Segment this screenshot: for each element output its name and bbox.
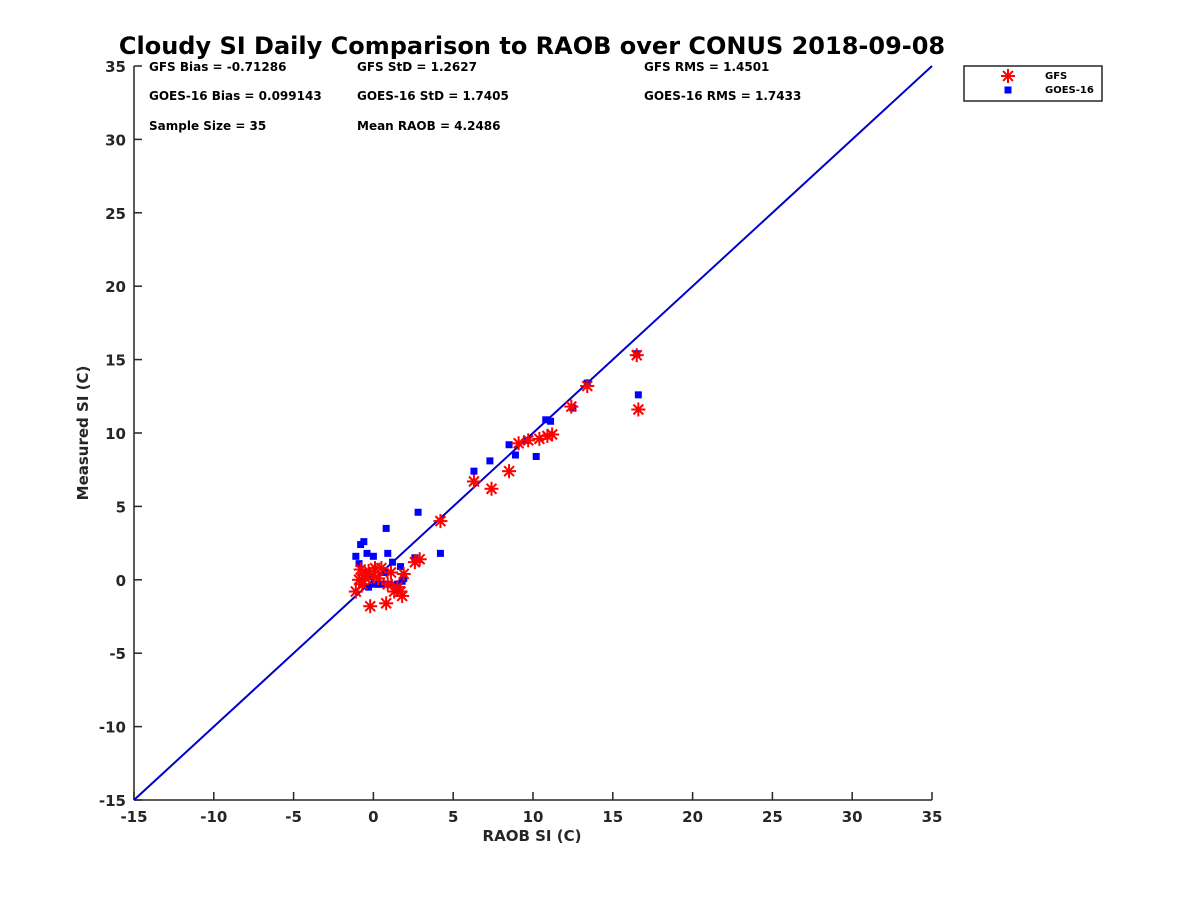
x-tick-label: 30 bbox=[842, 808, 863, 826]
stat-goes-std: GOES-16 StD = 1.7405 bbox=[357, 89, 509, 103]
legend: GFS GOES-16 bbox=[963, 65, 1103, 102]
data-point-goes-16 bbox=[397, 563, 405, 571]
x-ticks: -15 -10 -5 0 5 10 15 20 25 30 35 bbox=[120, 792, 942, 826]
data-point-goes-16 bbox=[389, 558, 397, 566]
stat-mean-raob: Mean RAOB = 4.2486 bbox=[357, 119, 501, 133]
x-tick-label: 15 bbox=[602, 808, 623, 826]
data-point-gfs bbox=[433, 514, 448, 529]
data-point-gfs bbox=[564, 399, 579, 414]
data-point-goes-16 bbox=[384, 549, 392, 557]
data-point-goes-16 bbox=[436, 549, 444, 557]
data-point-goes-16 bbox=[505, 441, 513, 449]
x-tick-label: -15 bbox=[120, 808, 147, 826]
series-layer bbox=[348, 348, 646, 614]
chart-title: Cloudy SI Daily Comparison to RAOB over … bbox=[119, 32, 945, 60]
data-point-gfs bbox=[412, 552, 427, 567]
data-point-goes-16 bbox=[369, 552, 377, 560]
y-tick-label: 30 bbox=[105, 131, 126, 149]
stat-goes-rms: GOES-16 RMS = 1.7433 bbox=[644, 89, 801, 103]
data-point-gfs bbox=[484, 481, 499, 496]
data-point-gfs bbox=[363, 599, 378, 614]
data-point-goes-16 bbox=[470, 467, 478, 475]
legend-label-goes-16: GOES-16 bbox=[1045, 85, 1094, 96]
x-tick-label: 35 bbox=[922, 808, 943, 826]
data-point-gfs bbox=[511, 436, 526, 451]
y-tick-label: 20 bbox=[105, 278, 126, 296]
data-point-gfs bbox=[366, 568, 381, 583]
data-point-goes-16 bbox=[365, 583, 373, 591]
x-tick-label: 10 bbox=[523, 808, 544, 826]
data-point-gfs bbox=[383, 565, 398, 580]
data-point-gfs bbox=[502, 464, 517, 479]
x-axis-label: RAOB SI (C) bbox=[483, 827, 582, 845]
data-point-gfs bbox=[629, 348, 644, 363]
stat-gfs-bias: GFS Bias = -0.71286 bbox=[149, 60, 286, 74]
data-point-gfs bbox=[380, 577, 395, 592]
data-point-gfs bbox=[521, 433, 536, 448]
data-point-goes-16 bbox=[486, 457, 494, 465]
data-point-gfs bbox=[379, 596, 394, 611]
y-tick-label: -10 bbox=[99, 719, 126, 737]
reference-line-y-equals-x bbox=[133, 65, 933, 801]
legend-label-gfs: GFS bbox=[1045, 71, 1067, 82]
x-tick-label: 25 bbox=[762, 808, 783, 826]
data-point-gfs bbox=[466, 474, 481, 489]
y-tick-label: 25 bbox=[105, 205, 126, 223]
x-tick-label: 0 bbox=[368, 808, 378, 826]
y-ticks: -15 -10 -5 0 5 10 15 20 25 30 35 bbox=[99, 58, 142, 810]
data-point-goes-16 bbox=[366, 573, 374, 581]
legend-square bbox=[1004, 86, 1012, 94]
data-point-gfs bbox=[396, 566, 411, 581]
stat-gfs-rms: GFS RMS = 1.4501 bbox=[644, 60, 769, 74]
stats-panel: GFS Bias = -0.71286 GFS StD = 1.2627 GFS… bbox=[149, 60, 801, 133]
x-tick-label: -10 bbox=[200, 808, 227, 826]
y-tick-label: 5 bbox=[116, 498, 126, 516]
data-point-goes-16 bbox=[532, 452, 540, 460]
y-tick-label: -5 bbox=[109, 645, 126, 663]
stat-sample-size: Sample Size = 35 bbox=[149, 119, 266, 133]
series-goes-16 bbox=[352, 350, 642, 591]
data-point-goes-16 bbox=[355, 560, 363, 568]
data-point-goes-16 bbox=[360, 538, 368, 546]
plot-area: -15 -10 -5 0 5 10 15 20 25 30 35 -15 -10 -5 0 5 10 15 20 2… bbox=[99, 58, 943, 826]
data-point-goes-16 bbox=[542, 416, 550, 424]
data-point-gfs bbox=[395, 588, 410, 603]
data-point-gfs bbox=[545, 427, 560, 442]
legend-asterisk bbox=[1001, 69, 1015, 83]
data-point-goes-16 bbox=[511, 451, 519, 459]
data-point-goes-16 bbox=[414, 508, 422, 516]
x-tick-label: 5 bbox=[448, 808, 458, 826]
series-gfs bbox=[348, 348, 646, 614]
legend-marker-goes-16 bbox=[1004, 86, 1012, 94]
legend-box bbox=[963, 65, 1103, 102]
y-axis-label: Measured SI (C) bbox=[74, 366, 92, 501]
data-point-goes-16 bbox=[547, 417, 555, 425]
data-point-goes-16 bbox=[352, 552, 360, 560]
data-point-goes-16 bbox=[382, 524, 390, 532]
x-tick-label: -5 bbox=[285, 808, 302, 826]
data-point-goes-16 bbox=[634, 391, 642, 399]
stat-goes-bias: GOES-16 Bias = 0.099143 bbox=[149, 89, 322, 103]
stat-gfs-std: GFS StD = 1.2627 bbox=[357, 60, 477, 74]
y-tick-label: -15 bbox=[99, 792, 126, 810]
y-tick-label: 35 bbox=[105, 58, 126, 76]
data-point-gfs bbox=[631, 402, 646, 417]
data-point-goes-16 bbox=[363, 549, 371, 557]
y-tick-label: 0 bbox=[116, 572, 126, 590]
x-tick-label: 20 bbox=[682, 808, 703, 826]
data-point-gfs bbox=[580, 379, 595, 394]
y-tick-label: 15 bbox=[105, 352, 126, 370]
y-tick-label: 10 bbox=[105, 425, 126, 443]
legend-marker-gfs bbox=[1001, 69, 1015, 83]
